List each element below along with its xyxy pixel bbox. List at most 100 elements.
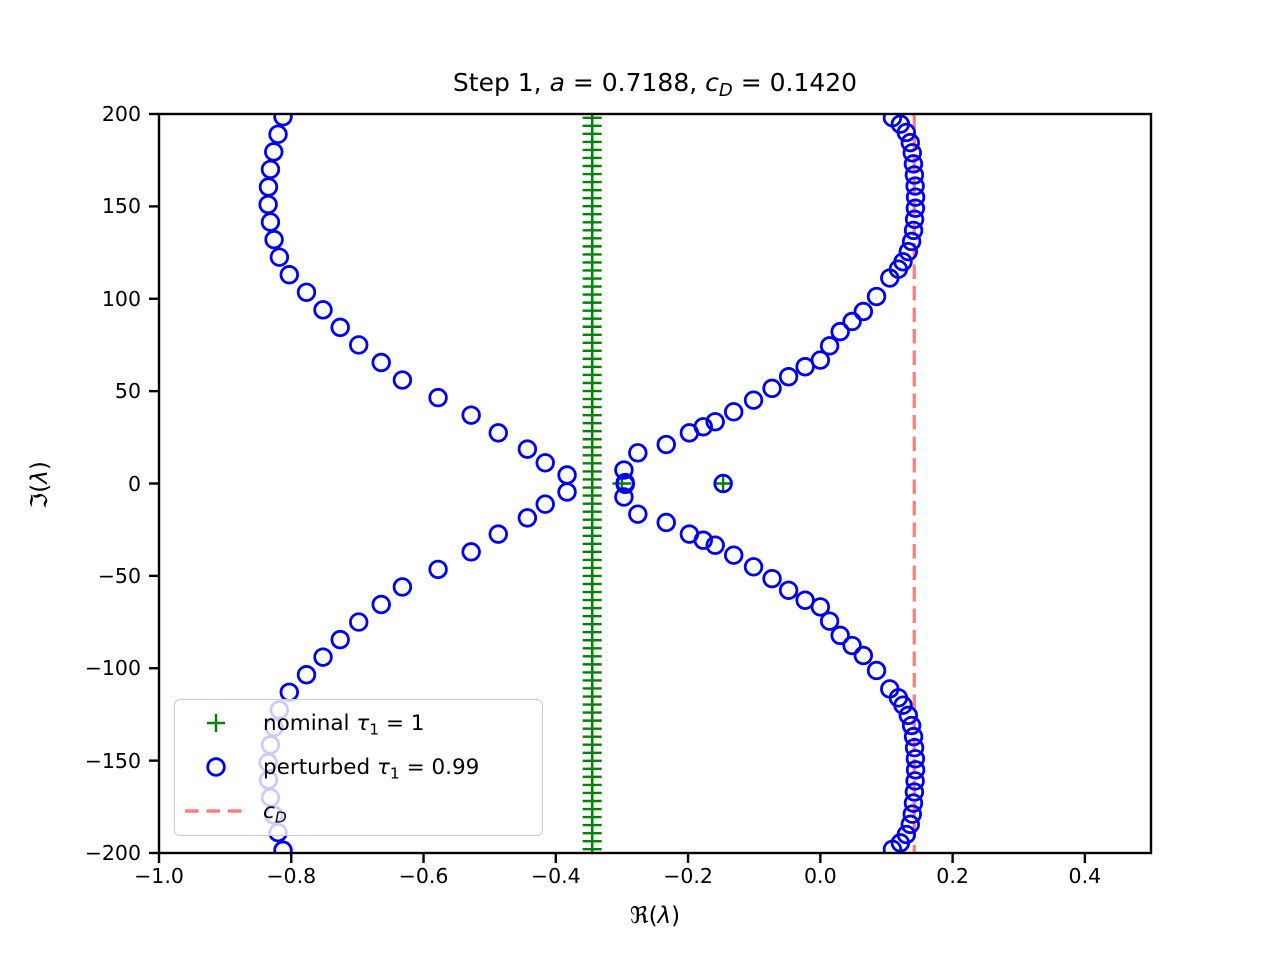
circle-marker [615,474,635,495]
y-tick-label: 150 [101,194,141,219]
circle-marker [428,387,448,408]
nominal-eigenvalues [582,114,733,853]
legend-item-nominal: nominal τ1 = 1 [175,701,542,745]
y-tick-label: −50 [97,563,141,588]
circle-marker [905,176,925,196]
circle-marker [330,629,350,650]
circle-marker [853,301,874,322]
circle-marker [279,265,299,285]
circle-marker [866,660,887,681]
circle-marker [628,443,648,463]
circle-marker [488,524,508,544]
circle-marker [693,417,713,437]
x-axis-label: ℜ(λ) [159,903,1151,929]
circle-marker [901,231,922,252]
circle-marker [313,300,333,320]
circle-marker [743,557,764,577]
circle-marker [819,336,840,356]
circle-marker [349,335,369,355]
title-c-subscript: D [718,80,733,102]
circle-marker [842,311,862,332]
y-axis-label: ℑ(λ) [27,427,53,543]
x-label-re: ℜ( [629,903,658,929]
circle-marker [853,645,874,666]
circle-marker [830,625,850,646]
circle-marker [273,840,293,853]
y-tick-label: −150 [84,748,141,773]
circle-marker [898,705,918,726]
plot-title: Step 1, a = 0.7188, cD = 0.1420 [159,68,1151,100]
y-tick-label: 200 [101,102,141,126]
circle-marker [903,726,924,747]
legend-item-perturbed: perturbed τ1 = 0.99 [175,745,542,789]
circle-marker [904,209,925,230]
circle-marker [461,405,481,425]
title-c-eq: = [732,68,770,97]
circle-marker [819,611,840,631]
circle-marker [296,282,317,302]
circle-marker [614,460,634,480]
circle-marker [713,473,733,494]
circle-marker [810,597,831,617]
circle-marker [810,350,831,370]
circle-marker [842,635,862,656]
circle-marker [901,715,922,736]
circle-marker [723,545,744,565]
y-label-close: ) [27,461,53,471]
circle-marker [428,559,448,580]
circle-marker [903,793,924,813]
title-c-symbol: c [705,68,719,97]
title-a-eq: = [564,68,602,97]
circle-marker [264,142,284,162]
y-tick-label: 100 [101,286,141,311]
circle-marker [628,504,648,524]
circle-marker [371,594,391,615]
x-label-close: ) [671,903,681,929]
circle-marker [557,482,577,502]
circle-marker [693,530,713,550]
circle-marker [656,512,676,533]
legend-item-cd: cD [175,789,542,833]
circle-marker [705,412,725,432]
circle-marker [260,159,281,180]
circle-marker [902,804,922,824]
circle-marker [905,749,926,769]
legend-label-perturbed: perturbed τ1 = 0.99 [263,754,480,782]
x-tick-label: −0.6 [398,864,449,888]
circle-marker [268,124,288,145]
circle-marker [313,647,333,667]
y-tick-label: −200 [84,841,141,865]
circle-marker [905,760,926,780]
circle-marker [264,229,284,250]
title-a-symbol: a [549,68,565,97]
circle-marker [535,453,555,473]
circle-marker [535,494,555,514]
x-tick-label: −1.0 [134,864,184,888]
circle-marker [904,165,925,185]
circle-marker [900,132,920,153]
circle-marker [517,439,538,459]
x-tick-label: −0.8 [266,864,317,888]
circle-marker [723,402,744,422]
circle-marker [392,370,413,390]
legend: nominal τ1 = 1 perturbed τ1 = 0.99 cD [174,699,543,836]
circle-marker [557,465,577,485]
legend-label-cd: cD [263,798,287,826]
circle-marker [762,568,782,589]
circle-marker [866,286,887,307]
axes-frame [149,112,1153,863]
circle-marker [330,317,350,338]
circle-marker [893,695,913,715]
circle-marker [882,114,903,128]
circle-marker [893,252,913,272]
circle-marker [614,487,634,507]
y-tick-label: 0 [127,471,141,496]
y-label-im: ℑ( [27,483,53,509]
title-c-value: 0.1420 [769,68,858,97]
title-prefix: Step 1, [452,68,550,97]
circle-marker [904,737,925,758]
circle-marker [258,194,278,215]
circle-marker [902,143,922,163]
title-separator: , [689,68,706,97]
